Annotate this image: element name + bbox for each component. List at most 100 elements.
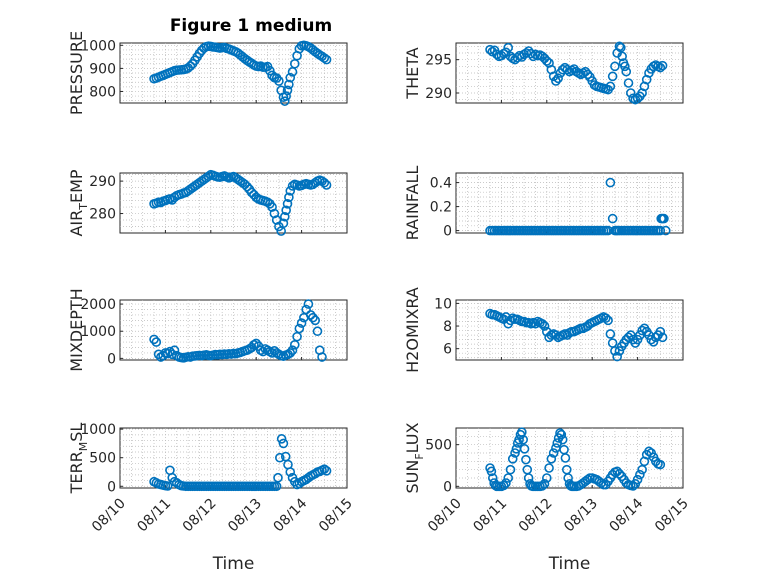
y-axis-label: THETA — [403, 47, 422, 99]
data-point — [541, 473, 552, 483]
data-point — [282, 85, 293, 96]
data-point — [521, 454, 531, 465]
data-point — [644, 446, 654, 457]
data-point — [158, 350, 168, 361]
data-point — [280, 96, 290, 106]
data-point — [303, 299, 314, 309]
data-point — [539, 479, 550, 489]
data-point — [282, 199, 293, 209]
y-tick-label: 0 — [107, 479, 116, 495]
data-point — [169, 345, 180, 356]
data-point — [319, 177, 330, 188]
data-point — [284, 79, 294, 90]
y-axis-label: H2OMIXRA — [403, 287, 422, 373]
y-tick-label: 500 — [425, 438, 452, 454]
data-point — [203, 171, 214, 182]
data-point — [646, 334, 657, 345]
data-point — [285, 348, 296, 358]
data-point — [596, 478, 607, 488]
data-point — [553, 73, 563, 84]
data-point — [657, 60, 668, 71]
data-point — [582, 474, 593, 485]
data-point — [267, 348, 277, 358]
y-tick-label: 290 — [89, 174, 116, 190]
subplot-h2omixra: 6 8 10 H2OMIXRA — [403, 287, 684, 373]
data-point — [242, 181, 252, 192]
y-tick-label: 500 — [89, 451, 116, 467]
data-point — [530, 318, 541, 329]
data-point — [537, 318, 548, 329]
y-axis-label: PRESSURE — [67, 31, 86, 115]
y-tick-label: 800 — [89, 84, 116, 100]
x-tick-label: 08/12 — [516, 496, 556, 536]
data-point — [265, 65, 275, 76]
data-point — [637, 464, 647, 475]
data-point — [655, 459, 666, 470]
data-point — [612, 351, 622, 362]
data-point — [560, 453, 571, 463]
data-point — [185, 61, 196, 71]
data-point — [510, 448, 520, 458]
data-point — [546, 454, 557, 464]
x-tick-label: 08/12 — [180, 496, 220, 536]
data-point — [655, 62, 666, 73]
data-point — [505, 315, 516, 326]
data-point — [650, 332, 661, 343]
y-tick-label: 290 — [425, 86, 452, 102]
data-point — [273, 472, 283, 483]
data-point — [319, 464, 330, 474]
data-point — [492, 49, 502, 60]
data-point — [275, 452, 285, 463]
y-tick-label: 1000 — [80, 38, 116, 54]
data-point — [562, 64, 573, 75]
data-point — [648, 337, 659, 347]
data-point — [551, 330, 561, 340]
data-point — [319, 53, 330, 63]
data-point — [582, 69, 593, 80]
data-point — [151, 337, 162, 347]
data-point — [294, 323, 305, 334]
data-point — [317, 352, 327, 362]
data-point — [623, 78, 634, 88]
data-point — [281, 205, 291, 216]
data-point — [498, 480, 509, 491]
data-point — [551, 76, 561, 86]
x-axis-label: Time — [212, 554, 255, 574]
data-point — [660, 225, 671, 236]
data-point — [614, 41, 625, 52]
data-point — [621, 66, 632, 77]
data-point — [485, 44, 495, 55]
data-point — [607, 213, 618, 224]
data-point — [623, 332, 634, 343]
data-point — [267, 202, 277, 212]
data-point — [610, 61, 620, 72]
y-tick-label: 295 — [425, 53, 452, 69]
data-point — [310, 315, 321, 326]
data-point — [614, 346, 625, 356]
data-point — [486, 466, 497, 477]
data-point — [519, 444, 530, 454]
data-point — [544, 463, 554, 473]
x-tick-label: 08/11 — [470, 496, 510, 536]
data-point — [281, 91, 291, 101]
data-point — [153, 349, 164, 360]
data-point — [548, 448, 559, 458]
data-point — [601, 313, 611, 323]
data-point — [278, 438, 289, 449]
data-point — [605, 81, 616, 92]
data-point — [539, 321, 550, 331]
data-point — [607, 71, 618, 82]
data-point — [165, 346, 175, 357]
y-tick-label: 0.2 — [430, 200, 452, 216]
data-point — [557, 434, 568, 445]
data-point — [620, 61, 630, 72]
data-point — [659, 213, 669, 224]
data-point — [617, 51, 627, 62]
data-point — [162, 481, 173, 491]
data-point — [541, 56, 552, 66]
data-point — [505, 464, 516, 475]
data-point — [655, 225, 666, 236]
